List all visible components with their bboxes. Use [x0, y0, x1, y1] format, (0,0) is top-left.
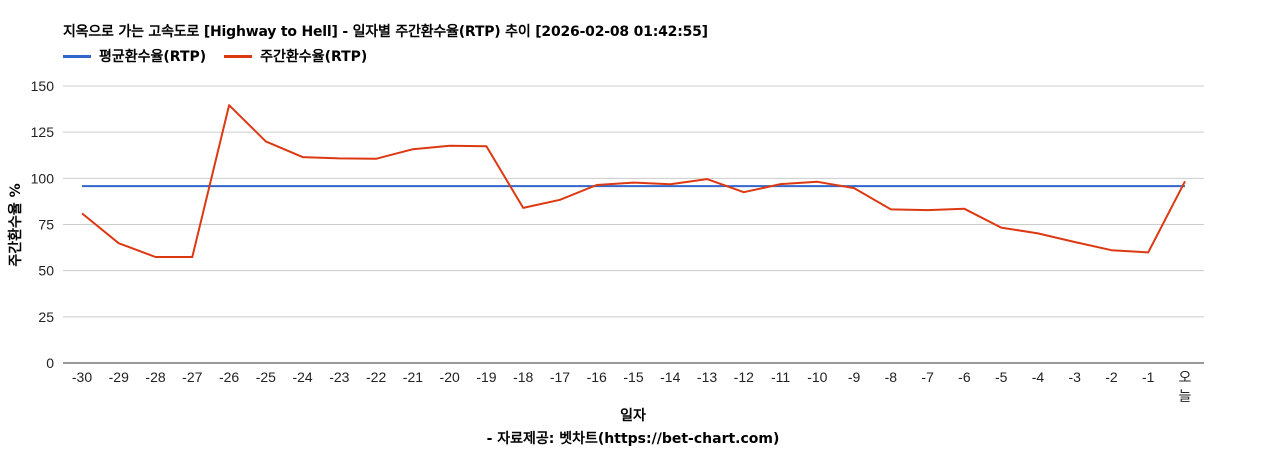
legend: 평균환수율(RTP) 주간환수율(RTP) — [63, 46, 385, 66]
x-tick-label: 오 — [1179, 369, 1192, 385]
x-tick-label: -9 — [848, 369, 861, 385]
x-tick-label: 늘 — [1179, 388, 1192, 404]
x-axis-ticks: -30 -29 -28 -27 -26 -25 -24 -23 -22 -21 -20 -19 -18 -… — [72, 369, 1192, 404]
data-credit: - 자료제공: 벳차트(https://bet-chart.com) — [486, 431, 780, 447]
y-axis-ticks: 0 25 50 75 100 125 150 — [31, 78, 55, 371]
x-tick-label: -14 — [660, 369, 680, 385]
x-tick-label: -18 — [513, 369, 533, 385]
legend-item-weekly[interactable]: 주간환수율(RTP) — [224, 46, 367, 66]
y-tick-label: 25 — [38, 309, 54, 325]
y-tick-label: 0 — [46, 355, 54, 371]
y-tick-label: 50 — [38, 263, 54, 279]
y-axis-title: 주간환수율 % — [8, 183, 24, 267]
x-tick-label: -16 — [587, 369, 607, 385]
x-axis-title: 일자 — [620, 408, 646, 424]
x-tick-label: -8 — [885, 369, 898, 385]
x-tick-label: -27 — [182, 369, 202, 385]
legend-swatch-average — [63, 54, 91, 58]
x-tick-label: -2 — [1105, 369, 1118, 385]
x-tick-label: -13 — [697, 369, 717, 385]
y-tick-label: 150 — [31, 78, 55, 94]
x-tick-label: -20 — [440, 369, 460, 385]
chart-title: 지옥으로 가는 고속도로 [Highway to Hell] - 일자별 주간환… — [63, 24, 708, 40]
x-tick-label: -25 — [256, 369, 276, 385]
y-tick-label: 75 — [38, 217, 54, 233]
x-tick-label: -30 — [72, 369, 92, 385]
x-tick-label: -29 — [109, 369, 129, 385]
x-tick-label: -4 — [1032, 369, 1045, 385]
x-tick-label: -22 — [366, 369, 386, 385]
x-tick-label: -7 — [921, 369, 934, 385]
x-tick-label: -11 — [771, 369, 790, 385]
x-tick-label: -23 — [329, 369, 349, 385]
legend-label-weekly: 주간환수율(RTP) — [260, 49, 368, 65]
gridlines — [63, 85, 1204, 318]
x-tick-label: -17 — [550, 369, 570, 385]
x-tick-label: -28 — [145, 369, 165, 385]
y-tick-label: 125 — [31, 124, 55, 140]
legend-item-average[interactable]: 평균환수율(RTP) — [63, 46, 206, 66]
series-lines — [81, 104, 1186, 258]
x-tick-label: -15 — [623, 369, 643, 385]
legend-label-average: 평균환수율(RTP) — [99, 49, 207, 65]
x-tick-label: -6 — [958, 369, 971, 385]
x-tick-label: -19 — [476, 369, 496, 385]
weekly-rtp-line[interactable] — [81, 104, 1186, 258]
x-tick-label: -21 — [403, 369, 423, 385]
x-tick-label: -1 — [1142, 369, 1155, 385]
x-tick-label: -12 — [734, 369, 754, 385]
x-tick-label: -26 — [219, 369, 239, 385]
x-tick-label: -24 — [292, 369, 312, 385]
legend-swatch-weekly — [224, 54, 253, 58]
x-tick-label: -3 — [1068, 369, 1081, 385]
x-tick-label: -5 — [995, 369, 1008, 385]
y-tick-label: 100 — [31, 170, 55, 186]
x-tick-label: -10 — [807, 369, 827, 385]
